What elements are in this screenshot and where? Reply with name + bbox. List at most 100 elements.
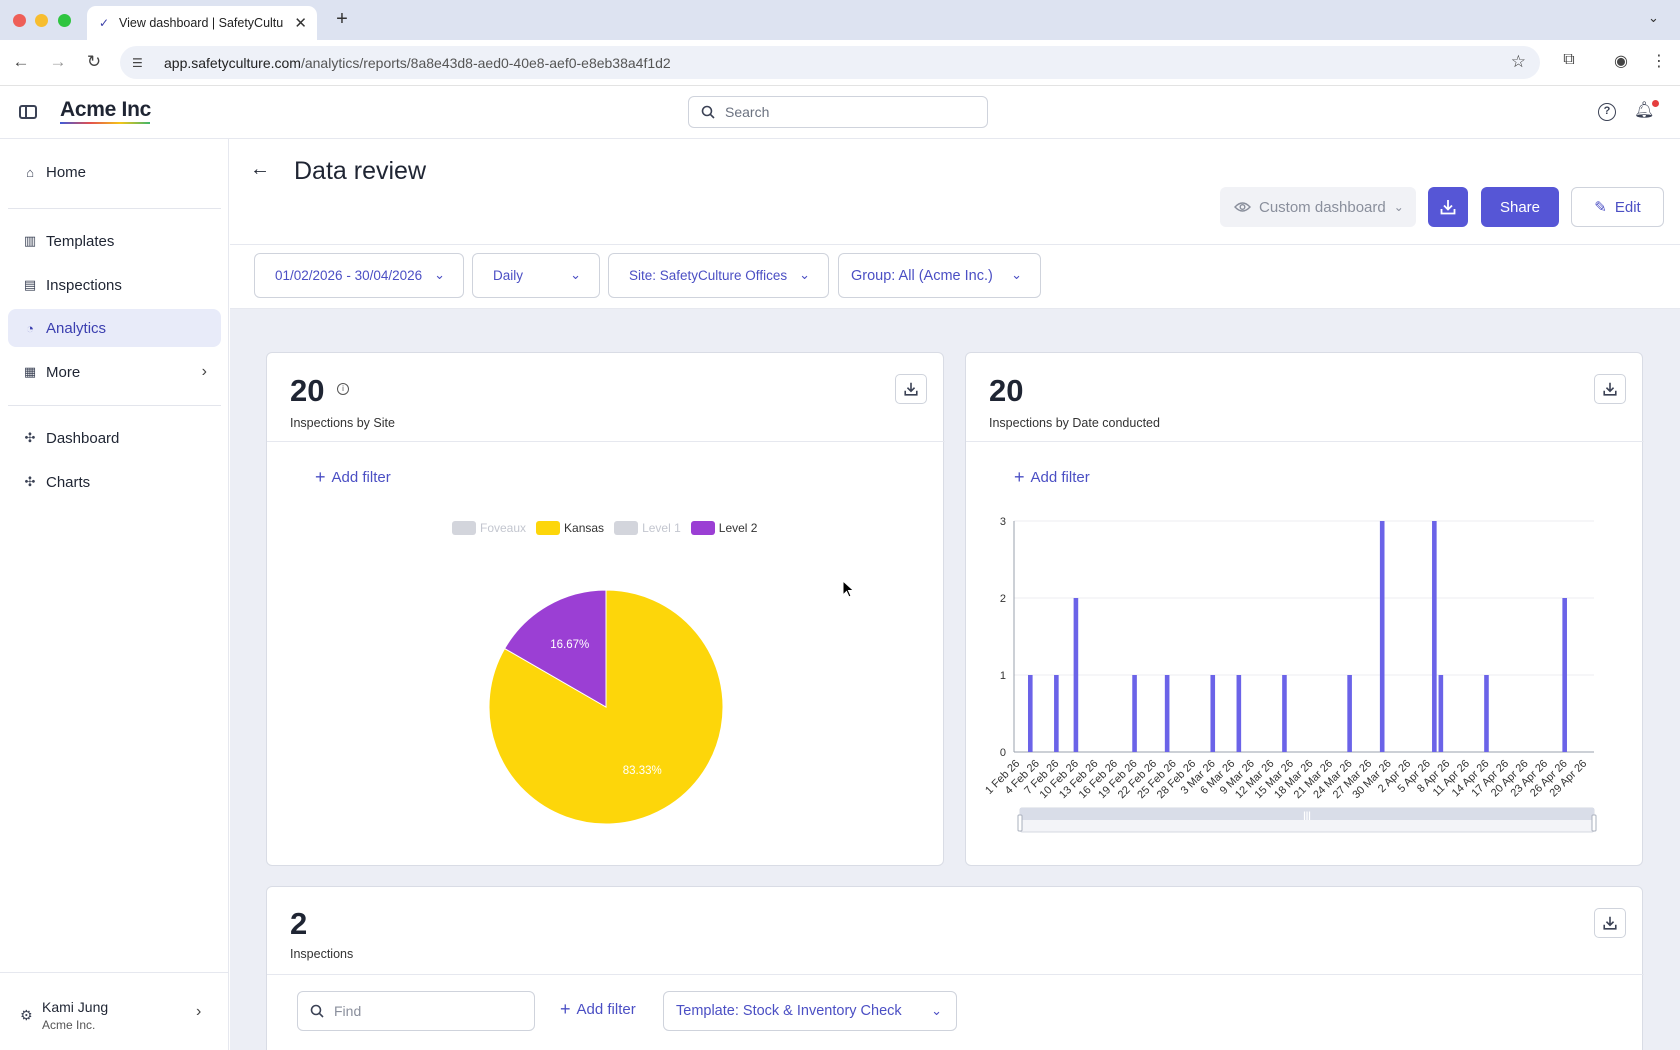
inspections-add-filter-button[interactable]: + Add filter — [560, 999, 636, 1020]
forward-icon[interactable]: → — [49, 52, 67, 71]
bar[interactable] — [1484, 675, 1489, 752]
date-count: 20 — [989, 373, 1024, 408]
sidebar-item-templates[interactable]: ▥ Templates — [8, 222, 221, 260]
address-bar[interactable]: ☰ app.safetyculture.com/analytics/report… — [120, 46, 1540, 79]
bar[interactable] — [1210, 675, 1216, 752]
back-arrow-icon[interactable]: ← — [250, 158, 270, 180]
sidebar-item-home[interactable]: ⌂ Home — [8, 153, 221, 191]
find-input[interactable]: Find — [297, 991, 535, 1031]
inspections-card-title: Inspections — [290, 947, 354, 961]
user-name: Kami Jung — [42, 999, 109, 1015]
plus-icon: + — [1014, 467, 1025, 487]
group-filter[interactable]: Group: All (Acme Inc.) ⌄ — [838, 253, 1041, 298]
bar[interactable] — [1054, 675, 1059, 752]
date-range-filter[interactable]: 01/02/2026 - 30/04/2026 ⌄ — [254, 253, 464, 298]
legend-swatch[interactable] — [452, 521, 476, 535]
tab-list-chevron-icon[interactable]: ⌄ — [1648, 10, 1659, 25]
notifications-bell-icon[interactable]: 🔔︎ — [1634, 102, 1655, 119]
bar[interactable] — [1073, 598, 1079, 752]
site-filter[interactable]: Site: SafetyCulture Offices ⌄ — [608, 253, 829, 298]
new-tab-icon[interactable]: + — [336, 8, 348, 30]
date-card-download-button[interactable] — [1594, 374, 1626, 404]
legend-label[interactable]: Level 2 — [718, 521, 758, 535]
info-icon[interactable]: i — [337, 383, 349, 395]
sidebar: ⌂ Home ▥ Templates ▤ Inspections ◔ Analy… — [0, 139, 229, 1050]
browser-toolbar: ← → ↻ ☰ app.safetyculture.com/analytics/… — [0, 40, 1680, 86]
search-input[interactable]: Search — [688, 96, 988, 128]
eye-icon — [1234, 202, 1251, 212]
zoom-slider-left-handle[interactable] — [1017, 814, 1023, 832]
download-button[interactable] — [1428, 187, 1468, 227]
date-card-title: Inspections by Date conducted — [989, 416, 1160, 430]
bar[interactable] — [1236, 675, 1242, 752]
tab-title: View dashboard | SafetyCultu — [119, 16, 284, 30]
interval-label: Daily — [493, 268, 524, 283]
inspections-card-download-button[interactable] — [1594, 908, 1626, 938]
back-icon[interactable]: ← — [12, 52, 30, 71]
clipboard-icon: ▤ — [23, 277, 37, 292]
dashboard-canvas: 20 i Inspections by Site + Add filter Fo… — [230, 309, 1680, 1050]
zoom-slider-grip-icon[interactable]: ||| — [1303, 810, 1311, 820]
bar[interactable] — [1438, 675, 1444, 752]
bar[interactable] — [1379, 521, 1385, 752]
site-card-download-button[interactable] — [895, 374, 927, 404]
bar[interactable] — [1132, 675, 1137, 752]
inspections-by-date-card: 20 Inspections by Date conducted + Add f… — [965, 352, 1644, 866]
browser-menu-icon[interactable]: ⋮ — [1651, 53, 1667, 70]
legend-swatch[interactable] — [614, 521, 639, 535]
reload-icon[interactable]: ↻ — [86, 52, 102, 71]
zoom-slider-range[interactable] — [1020, 808, 1594, 820]
close-window-button[interactable] — [13, 14, 26, 27]
browser-tab-bar: ✓ View dashboard | SafetyCultu ✕ + ⌄ — [0, 0, 1680, 40]
site-add-filter-button[interactable]: + Add filter — [315, 467, 391, 488]
extensions-icon[interactable]: ⧉ — [1563, 51, 1575, 68]
sidebar-item-dashboard[interactable]: ✣ Dashboard — [8, 419, 221, 457]
minimize-window-button[interactable] — [35, 14, 48, 27]
sidebar-item-charts[interactable]: ✣ Charts — [8, 463, 221, 501]
sidebar-item-more[interactable]: ▦ More › — [8, 353, 221, 391]
close-tab-icon[interactable]: ✕ — [294, 15, 307, 32]
bar[interactable] — [1282, 675, 1287, 752]
sidebar-item-label: Dashboard — [46, 429, 120, 447]
chevron-down-icon: ⌄ — [1393, 200, 1404, 214]
legend-swatch[interactable] — [536, 521, 561, 535]
legend-swatch[interactable] — [690, 521, 715, 535]
home-icon: ⌂ — [26, 164, 34, 180]
inspections-by-site-card: 20 i Inspections by Site + Add filter Fo… — [266, 352, 945, 866]
share-button[interactable]: Share — [1481, 187, 1559, 227]
inspections-list-card: 2 Inspections Find + Add filter Template… — [266, 886, 1644, 1050]
pie-slice[interactable] — [503, 589, 607, 708]
analytics-icon: ◔ — [26, 320, 34, 336]
maximize-window-button[interactable] — [58, 14, 71, 27]
bar[interactable] — [1432, 521, 1437, 752]
sidebar-divider — [8, 405, 221, 406]
bar[interactable] — [1562, 598, 1567, 752]
dashboard-view-select[interactable]: Custom dashboard ⌄ — [1220, 187, 1416, 227]
bookmark-star-icon[interactable]: ☆ — [1510, 52, 1526, 71]
profile-icon[interactable]: ◉ — [1614, 53, 1628, 70]
legend-label[interactable]: Kansas — [564, 521, 605, 535]
template-filter[interactable]: Template: Stock & Inventory Check ⌄ — [663, 991, 957, 1031]
pie-legend: Foveaux Kansas Level 1 Level 2 — [452, 521, 763, 535]
date-add-filter-button[interactable]: + Add filter — [1014, 467, 1090, 488]
inspections-count: 2 — [290, 906, 308, 941]
company-logo[interactable]: Acme Inc — [60, 98, 151, 121]
bar[interactable] — [1164, 675, 1170, 752]
find-placeholder: Find — [334, 1003, 362, 1019]
edit-button[interactable]: ✎ Edit — [1571, 187, 1664, 227]
zoom-slider-right-handle[interactable] — [1591, 814, 1597, 832]
browser-tab[interactable]: ✓ View dashboard | SafetyCultu ✕ — [87, 6, 317, 40]
bar[interactable] — [1027, 675, 1033, 752]
bar[interactable] — [1347, 675, 1352, 752]
sidebar-toggle-icon[interactable] — [19, 105, 37, 119]
legend-label[interactable]: Level 1 — [642, 521, 681, 535]
user-profile-menu[interactable]: ⚙ Kami Jung Acme Inc. › — [0, 972, 229, 1050]
sidebar-item-inspections[interactable]: ▤ Inspections — [8, 266, 221, 304]
help-icon[interactable]: ? — [1598, 103, 1616, 121]
site-settings-icon[interactable]: ☰ — [132, 55, 143, 70]
interval-filter[interactable]: Daily ⌄ — [472, 253, 600, 298]
legend-label[interactable]: Foveaux — [480, 521, 527, 535]
logo-underline — [60, 122, 150, 124]
sidebar-item-analytics[interactable]: ◔ Analytics — [8, 309, 221, 347]
